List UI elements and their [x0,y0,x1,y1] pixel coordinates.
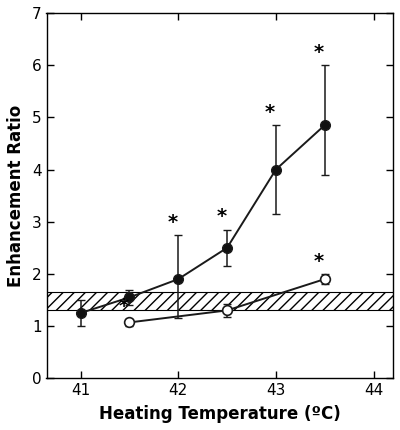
Y-axis label: Enhancement Ratio: Enhancement Ratio [7,104,25,287]
Text: *: * [314,252,324,271]
X-axis label: Heating Temperature (ºC): Heating Temperature (ºC) [99,405,341,423]
Text: *: * [216,207,226,226]
Text: *: * [265,103,275,122]
Text: *: * [118,297,129,316]
Text: *: * [167,212,178,232]
Text: *: * [314,43,324,62]
